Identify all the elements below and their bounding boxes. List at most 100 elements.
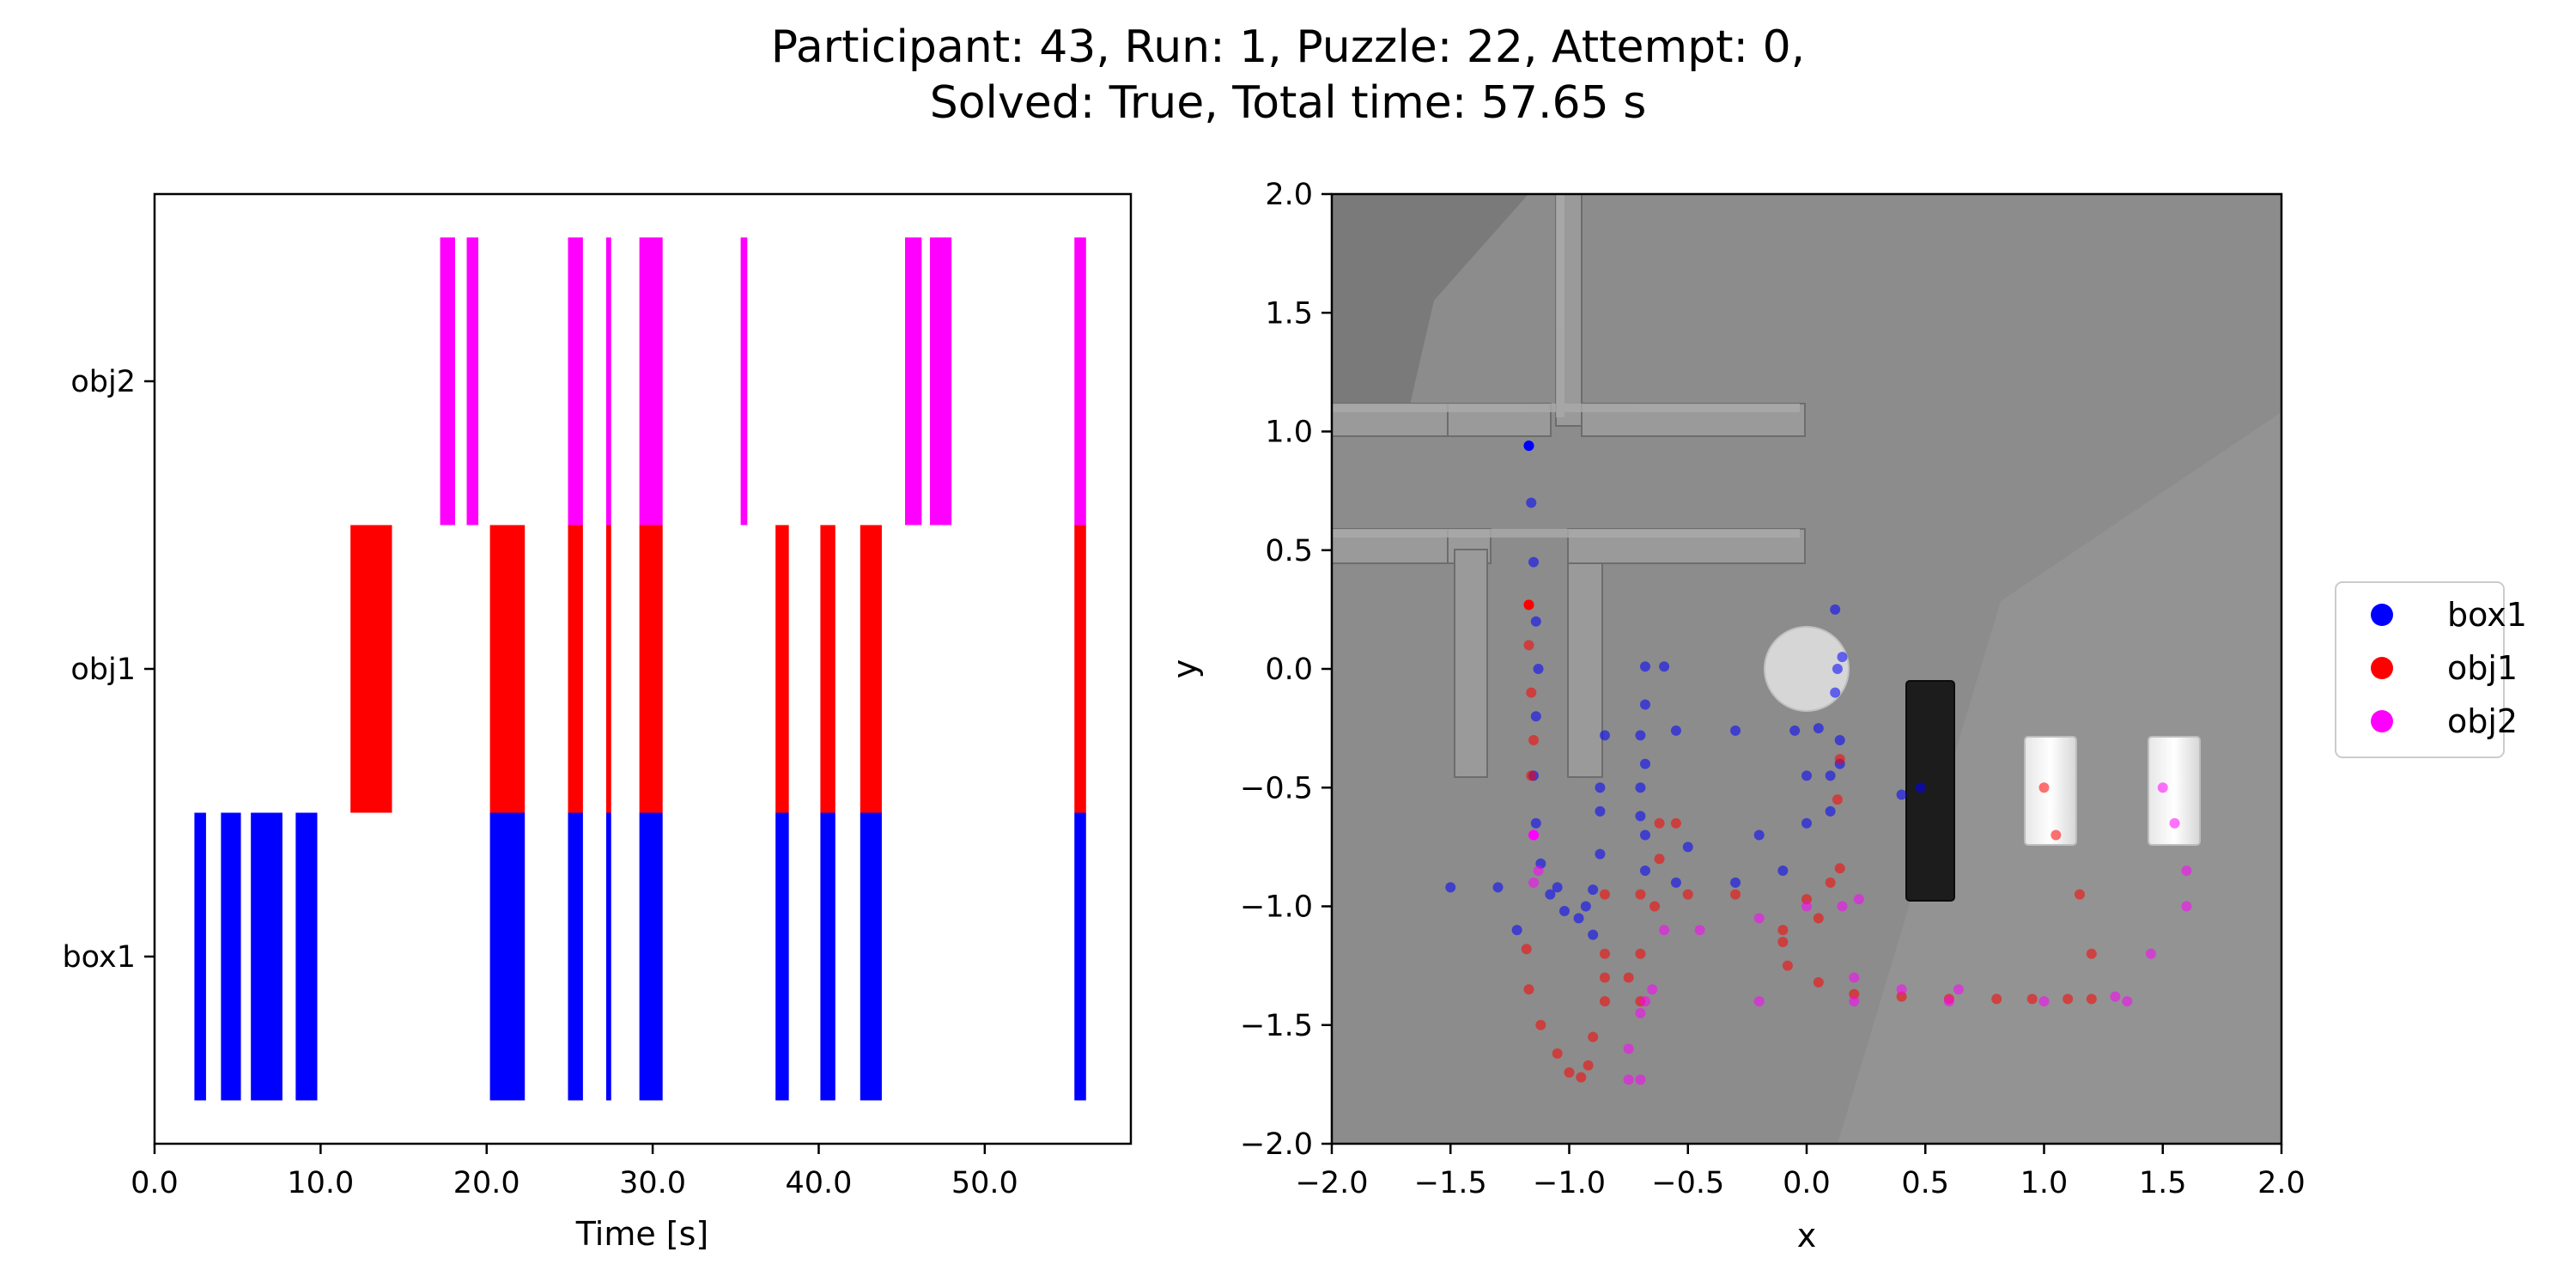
point-box1-33 (1801, 817, 1812, 829)
point-obj1-15 (1682, 889, 1693, 900)
scatter-points (1445, 440, 2192, 1085)
point-box1-27 (1639, 758, 1650, 769)
point-box1-52 (1825, 770, 1836, 781)
timeline-y-tick-label: obj1 (70, 653, 136, 687)
point-obj1-start (1523, 599, 1534, 611)
point-obj1-29 (1813, 976, 1824, 987)
point-obj2-10 (1694, 925, 1705, 936)
timeline-bar-obj1-6 (820, 525, 835, 813)
timeline-bar-box1-8 (775, 812, 789, 1101)
trajectory-x-ticks: −2.0 −1.5 −1.0 −0.5 0.0 0.5 1.0 1.5 2.0 (1296, 1144, 2306, 1200)
point-obj1-17 (1654, 817, 1665, 829)
point-box1-1 (1526, 497, 1537, 508)
timeline-y-tick-label: box1 (62, 940, 136, 975)
point-obj1-7 (1535, 1019, 1546, 1030)
timeline-bar-obj2-4 (639, 237, 663, 526)
timeline-bar-box1-7 (639, 812, 663, 1101)
point-box1-36 (1830, 687, 1841, 698)
point-obj2-13 (1837, 901, 1848, 912)
point-obj1-45 (2086, 948, 2097, 959)
legend-marker-box1 (2371, 604, 2393, 626)
timeline-y-tick-label: obj2 (70, 365, 136, 399)
point-obj1-33 (1991, 993, 2002, 1005)
trajectory-x-tick-label: 1.5 (2139, 1166, 2187, 1200)
point-obj2-8 (1639, 996, 1650, 1007)
point-box1-11 (1573, 913, 1584, 924)
timeline-bar-box1-0 (194, 812, 206, 1101)
trajectory-y-tick-label: −1.5 (1240, 1009, 1313, 1043)
point-obj2-25 (2181, 866, 2192, 877)
timeline-x-axis-label: Time [s] (575, 1215, 709, 1253)
trajectory-y-tick-label: −2.0 (1240, 1127, 1313, 1162)
box-object-2 (2148, 736, 2201, 846)
point-obj2-5 (1623, 1043, 1634, 1054)
trajectory-x-tick-label: 0.5 (1901, 1166, 1949, 1200)
point-obj1-43 (2050, 829, 2062, 841)
legend-marker-obj1 (2371, 657, 2393, 679)
scene-background (1332, 194, 2281, 1144)
trajectory-y-ticks: −2.0 −1.5 −1.0 −0.5 0.0 0.5 1.0 1.5 2.0 (1240, 178, 1332, 1162)
timeline-bar-obj2-3 (605, 237, 611, 526)
point-box1-23 (1789, 725, 1801, 736)
legend-label-obj1: obj1 (2447, 649, 2518, 687)
timeline-bar-obj1-1 (489, 525, 526, 813)
timeline-bar-obj1-0 (350, 525, 392, 813)
trajectory-y-tick-label: 1.0 (1265, 416, 1313, 450)
trajectory-x-tick-label: −1.0 (1533, 1166, 1606, 1200)
point-obj1-44 (2074, 889, 2085, 900)
trajectory-x-tick-label: −2.0 (1296, 1166, 1369, 1200)
timeline-bar-obj1-8 (1074, 525, 1086, 813)
point-box1-51 (1834, 734, 1845, 745)
point-box1-16 (1445, 882, 1456, 893)
timeline-bar-obj2-8 (1074, 237, 1086, 526)
point-box1-17 (1511, 925, 1522, 936)
figure-title-line2: Solved: True, Total time: 57.65 s (930, 77, 1647, 129)
point-obj2-11 (1753, 913, 1765, 924)
point-box1-26 (1639, 699, 1650, 710)
point-box1-14 (1552, 882, 1563, 893)
point-box1-40 (1595, 782, 1606, 793)
point-box1-22 (1730, 725, 1741, 736)
point-obj2-2 (1528, 877, 1540, 888)
legend-label-obj2: obj2 (2447, 702, 2518, 740)
timeline-bar-obj1-3 (605, 525, 611, 813)
timeline-bar-box1-3 (295, 812, 318, 1101)
point-obj2-3 (1623, 1074, 1634, 1085)
point-box1-42 (1595, 805, 1606, 817)
point-obj2-7 (1647, 984, 1658, 995)
point-obj1-39 (1777, 925, 1789, 936)
point-box1-32 (1777, 866, 1789, 877)
point-obj1-13 (1599, 889, 1610, 900)
point-box1-start (1523, 440, 1534, 452)
point-obj1-36 (1825, 877, 1836, 888)
point-box1-43 (1635, 811, 1646, 822)
point-obj1-40 (1832, 794, 1843, 805)
timeline-bar-obj2-5 (740, 237, 748, 526)
point-box1-20 (1635, 730, 1646, 741)
trajectory-x-tick-label: 1.0 (2020, 1166, 2069, 1200)
point-box1-48 (1896, 789, 1907, 800)
legend: box1 obj1 obj2 (2335, 581, 2527, 758)
point-box1-12 (1580, 901, 1591, 912)
trajectory-x-tick-label: 0.0 (1783, 1166, 1831, 1200)
trajectory-y-tick-label: −1.0 (1240, 890, 1313, 925)
point-obj1-34 (2026, 993, 2038, 1005)
point-obj1-3 (1528, 734, 1540, 745)
point-obj1-16 (1730, 889, 1741, 900)
point-box1-45 (1682, 841, 1693, 853)
point-box1-24 (1639, 661, 1650, 672)
point-obj2-24 (2169, 817, 2180, 829)
box-object-1 (2024, 736, 2077, 846)
timeline-x-tick-label: 30.0 (619, 1166, 686, 1200)
point-obj1-22 (1623, 972, 1634, 983)
point-obj1-18 (1670, 817, 1681, 829)
point-obj2-26 (2181, 901, 2192, 912)
trajectory-y-tick-label: 0.5 (1265, 534, 1313, 568)
point-obj2-14 (1853, 894, 1864, 905)
timeline-x-tick-label: 0.0 (131, 1166, 179, 1200)
timeline-bar-obj1-4 (639, 525, 663, 813)
trajectory-y-tick-label: 2.0 (1265, 178, 1313, 212)
point-box1-5 (1530, 711, 1541, 722)
point-obj2-6 (1635, 1007, 1646, 1018)
point-obj1-37 (1834, 863, 1845, 874)
